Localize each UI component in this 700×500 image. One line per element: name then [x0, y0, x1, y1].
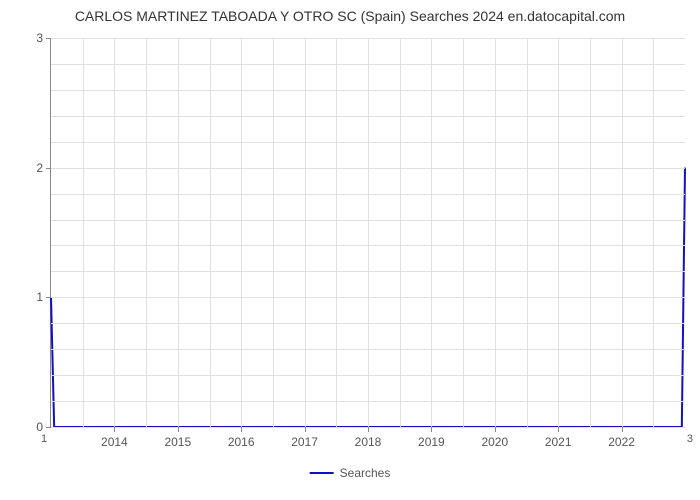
y-tick-label: 0 [36, 420, 51, 434]
grid-line-vertical-minor [590, 38, 591, 427]
legend-label: Searches [340, 466, 391, 480]
grid-line-vertical-minor [336, 38, 337, 427]
x-tick-label: 2016 [228, 427, 255, 449]
x-tick-label: 2015 [164, 427, 191, 449]
grid-line-vertical [178, 38, 179, 427]
grid-line-vertical-minor [463, 38, 464, 427]
grid-line-vertical-minor [653, 38, 654, 427]
x-tick-label: 2020 [481, 427, 508, 449]
x-tick-label: 2018 [355, 427, 382, 449]
grid-line-vertical [305, 38, 306, 427]
grid-line-vertical [114, 38, 115, 427]
grid-line-vertical-minor [210, 38, 211, 427]
grid-line-vertical [431, 38, 432, 427]
grid-line-vertical [368, 38, 369, 427]
chart-container: 0123201420152016201720182019202020212022… [0, 28, 700, 488]
corner-label-bottom-left: 1 [41, 433, 47, 445]
grid-line-vertical-minor [273, 38, 274, 427]
grid-line-vertical-minor [83, 38, 84, 427]
x-tick-label: 2021 [545, 427, 572, 449]
legend-swatch [310, 472, 334, 474]
legend: Searches [310, 466, 391, 480]
x-tick-label: 2014 [101, 427, 128, 449]
y-tick-label: 2 [36, 161, 51, 175]
grid-line-vertical [622, 38, 623, 427]
grid-line-vertical [241, 38, 242, 427]
grid-line-vertical-minor [527, 38, 528, 427]
plot-area: 0123201420152016201720182019202020212022… [50, 38, 685, 428]
y-tick-label: 1 [36, 290, 51, 304]
grid-line-vertical-minor [146, 38, 147, 427]
grid-line-vertical-minor [400, 38, 401, 427]
x-tick-label: 2022 [608, 427, 635, 449]
chart-title: CARLOS MARTINEZ TABOADA Y OTRO SC (Spain… [0, 0, 700, 28]
grid-line-vertical [495, 38, 496, 427]
y-tick-label: 3 [36, 31, 51, 45]
x-tick-label: 2017 [291, 427, 318, 449]
x-tick-label: 2019 [418, 427, 445, 449]
grid-line-vertical [558, 38, 559, 427]
corner-label-bottom-right: 3 [687, 433, 693, 445]
